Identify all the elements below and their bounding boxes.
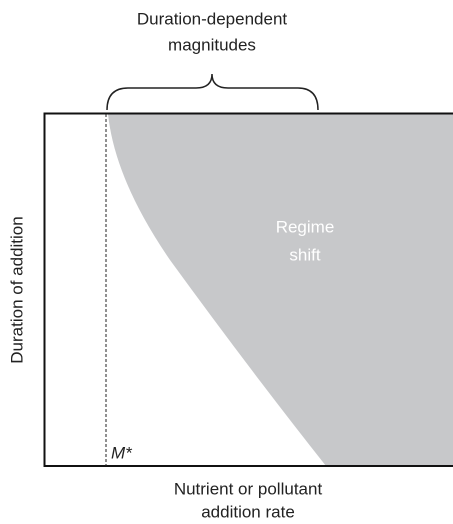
y-axis-label: Duration of addition (7, 216, 26, 363)
regime-shift-region (108, 114, 453, 466)
x-axis-label: Nutrient or pollutant (174, 479, 323, 498)
x-axis-label: addition rate (201, 502, 295, 521)
region-label: shift (289, 245, 320, 264)
region-label: Regime (276, 217, 335, 236)
title-line: Duration-dependent (137, 9, 288, 28)
brace (106, 73, 319, 111)
plot-frame (43, 112, 453, 467)
threshold-label: M* (111, 443, 133, 462)
title-line: magnitudes (168, 35, 256, 54)
